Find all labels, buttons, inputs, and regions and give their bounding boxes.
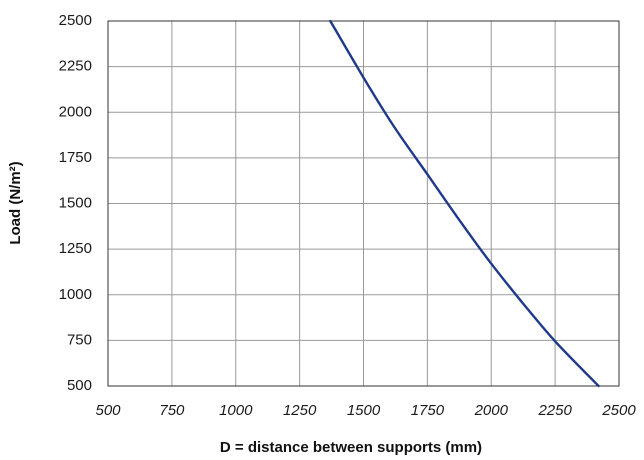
y-tick-label: 1250 [59,240,92,257]
x-tick-label: 1250 [283,402,317,419]
x-tick-label: 2250 [537,402,572,419]
y-tick-label: 2500 [59,12,92,29]
series-layer [329,19,600,388]
y-tick-label: 500 [67,377,92,394]
y-tick-label: 2250 [59,58,92,75]
x-tick-label: 750 [159,402,185,419]
y-tick-label: 750 [67,331,92,348]
x-axis-ticks: 500 750 1000 1250 1500 1750 2000 2250 2500 [95,402,636,419]
y-tick-label: 1500 [59,195,92,212]
plot-area-frame [107,20,620,387]
x-axis-title: D = distance between supports (mm) [220,439,482,456]
x-tick-label: 2000 [474,402,509,419]
x-tick-label: 500 [95,402,121,419]
y-axis-title: Load (N/m²) [7,161,24,244]
load-curve-line [329,19,600,388]
y-tick-label: 1750 [59,149,92,166]
x-tick-label: 1000 [219,402,253,419]
x-tick-label: 1500 [347,402,381,419]
x-tick-label: 2500 [601,402,636,419]
x-tick-label: 1750 [411,402,445,419]
y-tick-label: 2000 [59,103,92,120]
y-axis-ticks: 2500 2250 2000 1750 1500 1250 1000 750 500 [59,12,92,394]
y-tick-label: 1000 [59,286,92,303]
